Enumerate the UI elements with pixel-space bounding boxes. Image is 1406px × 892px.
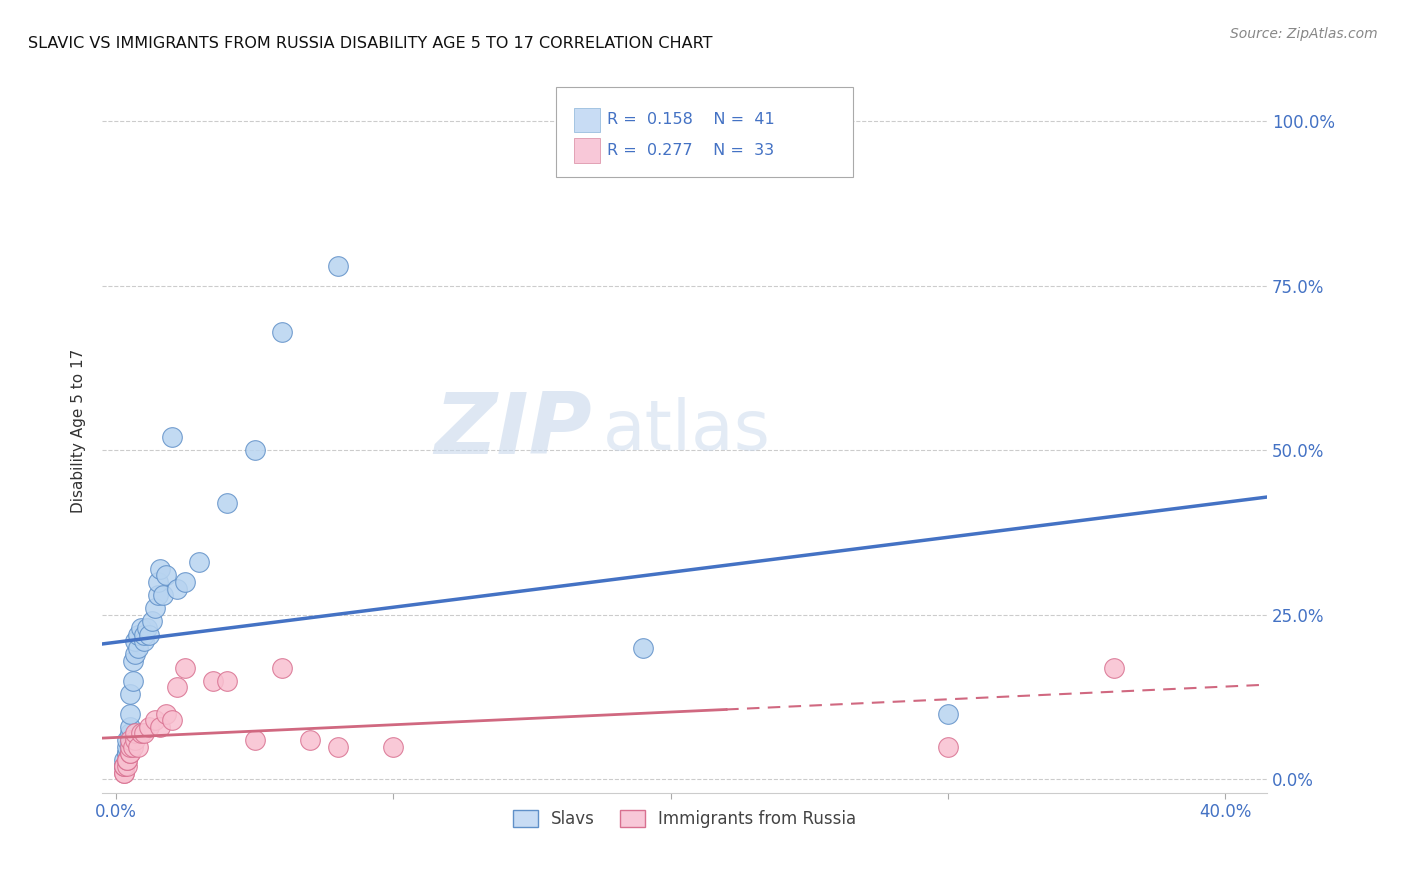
Point (112, 759, 135, 773)
Point (112, 765, 135, 780)
Point (936, 706, 959, 721)
Point (146, 588, 169, 602)
Point (382, 739, 405, 754)
Point (132, 628, 155, 642)
FancyBboxPatch shape (557, 87, 853, 178)
Point (160, 430, 183, 444)
Point (936, 739, 959, 754)
Point (326, 739, 349, 754)
Point (138, 628, 160, 642)
Point (141, 615, 163, 629)
Point (215, 496, 238, 510)
Point (166, 582, 188, 596)
Point (1104, 660, 1126, 674)
Point (115, 733, 138, 747)
Point (326, 259, 349, 273)
Point (160, 713, 183, 727)
Point (143, 601, 166, 615)
Point (243, 443, 266, 458)
Point (124, 634, 146, 648)
Point (243, 733, 266, 747)
Point (149, 562, 172, 576)
Point (118, 733, 141, 747)
Point (202, 673, 225, 688)
Point (115, 753, 138, 767)
Point (188, 555, 211, 569)
Point (112, 759, 135, 773)
Point (127, 628, 149, 642)
Point (271, 325, 294, 339)
Point (115, 759, 138, 773)
Point (112, 759, 135, 773)
FancyBboxPatch shape (574, 108, 599, 132)
Point (118, 746, 141, 760)
Text: Source: ZipAtlas.com: Source: ZipAtlas.com (1230, 27, 1378, 41)
Point (155, 706, 177, 721)
Point (118, 746, 141, 760)
Point (166, 681, 188, 695)
Point (149, 720, 172, 734)
Y-axis label: Disability Age 5 to 17: Disability Age 5 to 17 (72, 349, 86, 513)
Point (132, 726, 155, 740)
Point (146, 574, 169, 589)
Point (121, 739, 143, 754)
Point (115, 746, 138, 760)
Point (127, 739, 149, 754)
Point (124, 733, 146, 747)
Point (118, 706, 141, 721)
Point (174, 660, 197, 674)
Point (115, 753, 138, 767)
Point (121, 654, 143, 668)
Point (118, 687, 141, 701)
Point (631, 640, 654, 655)
Text: SLAVIC VS IMMIGRANTS FROM RUSSIA DISABILITY AGE 5 TO 17 CORRELATION CHART: SLAVIC VS IMMIGRANTS FROM RUSSIA DISABIL… (28, 36, 713, 51)
Text: ZIP: ZIP (434, 389, 592, 472)
Legend: Slavs, Immigrants from Russia: Slavs, Immigrants from Russia (506, 804, 863, 835)
Text: R =  0.277    N =  33: R = 0.277 N = 33 (606, 143, 773, 158)
Point (124, 648, 146, 662)
Point (118, 720, 141, 734)
Point (112, 759, 135, 773)
Point (124, 726, 146, 740)
Point (152, 588, 174, 602)
Point (155, 568, 177, 582)
Point (138, 720, 160, 734)
Point (112, 765, 135, 780)
Text: R =  0.158    N =  41: R = 0.158 N = 41 (606, 112, 775, 128)
Point (132, 634, 155, 648)
Text: atlas: atlas (603, 397, 770, 464)
FancyBboxPatch shape (574, 138, 599, 162)
Point (129, 726, 152, 740)
Point (118, 733, 141, 747)
Point (174, 574, 197, 589)
Point (271, 660, 294, 674)
Point (135, 621, 157, 635)
Point (118, 726, 141, 740)
Point (121, 673, 143, 688)
Point (118, 739, 141, 754)
Point (143, 713, 166, 727)
Point (115, 746, 138, 760)
Point (118, 739, 141, 754)
Point (115, 739, 138, 754)
Point (127, 640, 149, 655)
Point (215, 673, 238, 688)
Point (129, 621, 152, 635)
Point (299, 733, 322, 747)
Point (112, 753, 135, 767)
